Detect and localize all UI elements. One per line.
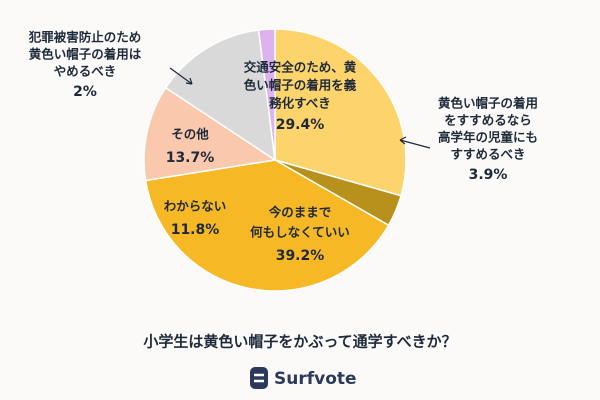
pie-slice (274, 28, 407, 197)
value-label: 11.8% (171, 222, 220, 238)
value-label: 13.7% (166, 150, 215, 166)
slice-label: 色い帽子の着用を義 (244, 78, 357, 93)
slice-label: 黄色い帽子の着用は (29, 47, 142, 62)
value-label: 39.2% (276, 248, 325, 264)
slice-label: 交通安全のため、黄 (244, 60, 357, 75)
logo-icon (250, 367, 268, 389)
logo-icon-detail (254, 373, 264, 383)
brand-name: Surfvote (274, 369, 357, 389)
value-label: 29.4% (276, 117, 325, 133)
slice-label: やめるべき (54, 64, 117, 79)
slice-label: 何もしなくていい (250, 225, 350, 240)
slice-label: すすめるべき (450, 147, 525, 162)
chart-title: 小学生は黄色い帽子をかぶって通学すべきか？ (143, 333, 456, 351)
pie-slice (257, 28, 276, 161)
pie-slice (144, 159, 390, 292)
slice-label: 務化すべき (269, 96, 331, 111)
brand-logo: Surfvote (250, 367, 357, 389)
slice-label: わからない (164, 199, 227, 214)
leader-line (169, 67, 193, 85)
leader-line (399, 136, 431, 149)
slice-label: 今のままで (268, 205, 332, 220)
slice-label: その他 (171, 127, 209, 142)
slice-label: をすすめるなら (444, 113, 532, 128)
pie-slice (143, 86, 278, 182)
slice-label: 高学年の児童にも (438, 130, 538, 145)
pie-slice (164, 29, 276, 162)
slice-label: 犯罪被害防止のため (28, 30, 142, 45)
slice-label: 黄色い帽子の着用 (438, 96, 538, 111)
value-label: 3.9% (469, 167, 508, 183)
value-label: 2% (73, 84, 97, 100)
